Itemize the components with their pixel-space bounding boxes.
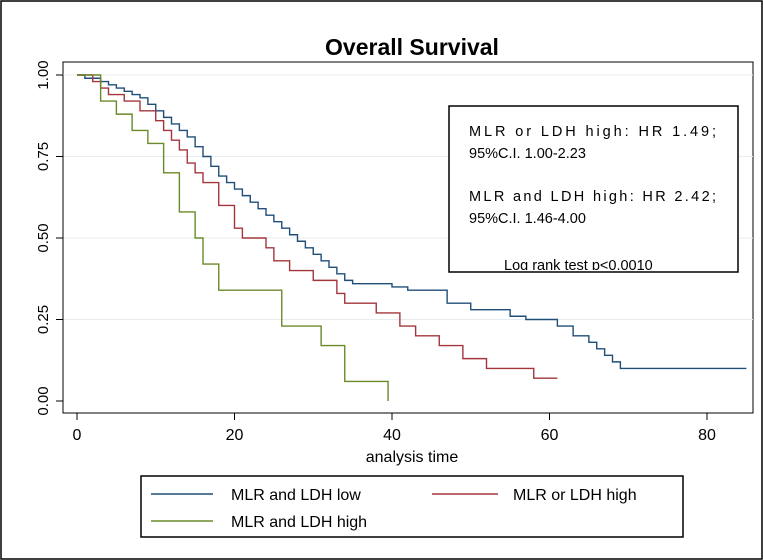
legend-label-mlr-ldh-high: MLR and LDH high [231, 514, 367, 531]
chart-title: Overall Survival [325, 34, 499, 60]
legend-frame [140, 475, 684, 538]
series-line-mlr-and-ldh-high [77, 74, 389, 401]
x-tick-label: 0 [73, 427, 82, 444]
annotation-hr1-line2: 95%C.I. 1.00-2.23 [469, 146, 586, 162]
annotation-box-frame [448, 105, 739, 273]
annotation-hr2-line2: 95%C.I. 1.46-4.00 [469, 211, 586, 227]
series-lines [77, 74, 747, 401]
axes: 0.00 0.25 0.50 0.75 1.00 0 20 40 60 80 [35, 60, 716, 444]
x-tick-label: 20 [226, 427, 244, 444]
annotation-hr1-line1: MLR or LDH high: HR 1.49; [469, 124, 716, 140]
series-line-mlr-and-ldh-low [77, 74, 747, 370]
legend-label-mlr-or-ldh-high: MLR or LDH high [513, 487, 637, 504]
y-tick-label: 0.00 [35, 386, 52, 415]
annotation-logrank: Log rank test p<0.0010 [504, 258, 653, 274]
y-tick-label: 0.25 [35, 305, 52, 334]
x-tick-label: 40 [383, 427, 401, 444]
x-tick-label: 60 [541, 427, 559, 444]
legend-label-mlr-ldh-low: MLR and LDH low [231, 487, 361, 504]
legend: MLR and LDH low MLR or LDH high MLR and … [140, 475, 684, 538]
y-tick-label: 0.50 [35, 223, 52, 252]
x-tick-label: 80 [698, 427, 716, 444]
series-line-mlr-or-ldh-high [77, 74, 558, 379]
annotation-box: MLR or LDH high: HR 1.49; 95%C.I. 1.00-2… [448, 105, 739, 274]
y-tick-label: 1.00 [35, 60, 52, 89]
x-axis-label: analysis time [366, 449, 459, 466]
y-tick-label: 0.75 [35, 142, 52, 171]
annotation-hr2-line1: MLR and LDH high: HR 2.42; [469, 189, 716, 205]
